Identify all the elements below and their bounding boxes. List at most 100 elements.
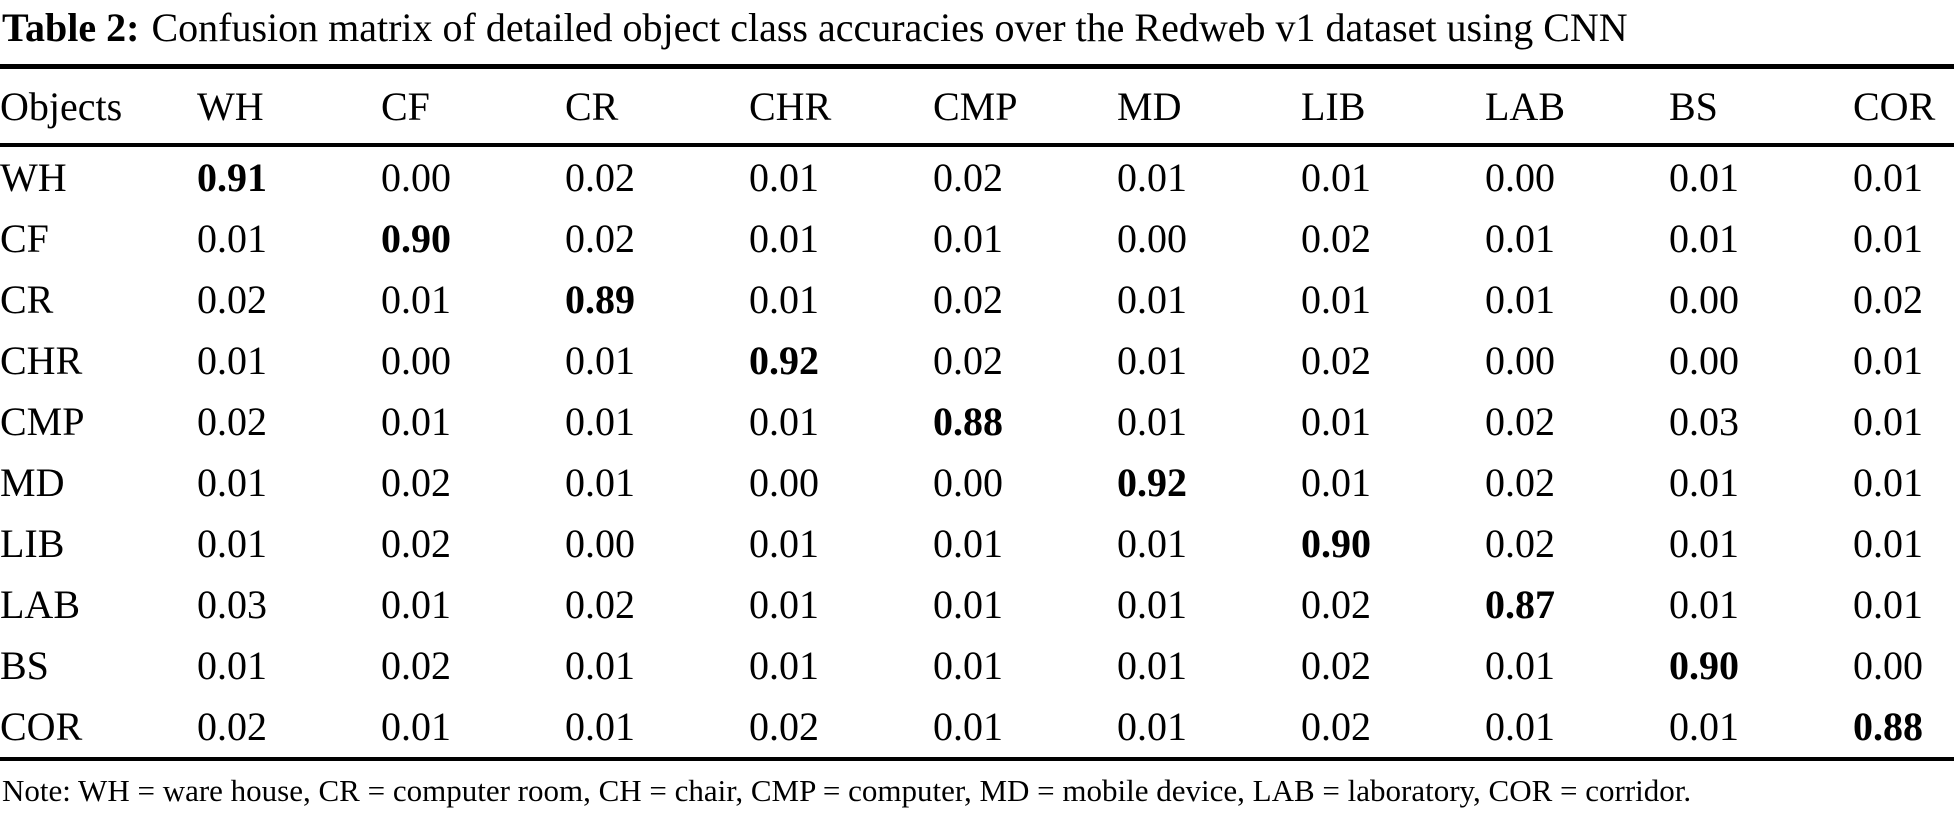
matrix-cell: 0.02: [197, 704, 267, 749]
matrix-cell: 0.01: [1301, 155, 1371, 200]
table-caption: Table 2: Confusion matrix of detailed obj…: [0, 0, 1954, 64]
matrix-cell: 0.01: [565, 338, 635, 383]
matrix-cell: 0.01: [1117, 338, 1187, 383]
matrix-cell: 0.01: [381, 399, 451, 444]
matrix-cell: 0.00: [749, 460, 819, 505]
matrix-cell: 0.01: [1853, 338, 1923, 383]
table-caption-label: Table 2:: [2, 5, 140, 50]
matrix-cell-diagonal: 0.90: [1301, 521, 1371, 566]
matrix-cell: 0.01: [1669, 216, 1739, 261]
matrix-cell: 0.02: [565, 216, 635, 261]
matrix-cell: 0.02: [1485, 521, 1555, 566]
matrix-cell: 0.01: [1853, 521, 1923, 566]
col-header: CF: [381, 83, 430, 129]
matrix-cell-diagonal: 0.92: [1117, 460, 1187, 505]
table-row: CR 0.02 0.01 0.89 0.01 0.02 0.01 0.01 0.01 0.00 0.…: [0, 269, 1954, 330]
matrix-cell: 0.01: [749, 399, 819, 444]
matrix-cell: 0.00: [1117, 216, 1187, 261]
matrix-cell: 0.01: [1117, 399, 1187, 444]
matrix-cell: 0.01: [1853, 582, 1923, 627]
matrix-cell: 0.02: [197, 277, 267, 322]
matrix-cell: 0.00: [1669, 338, 1739, 383]
matrix-cell: 0.02: [1301, 643, 1371, 688]
matrix-cell: 0.01: [1669, 582, 1739, 627]
table-row: CMP 0.02 0.01 0.01 0.01 0.88 0.01 0.01 0.02 0.03 0…: [0, 391, 1954, 452]
table-row: BS 0.01 0.02 0.01 0.01 0.01 0.01 0.02 0.01 0.90 0.…: [0, 635, 1954, 696]
matrix-cell: 0.01: [1301, 460, 1371, 505]
matrix-cell: 0.01: [197, 216, 267, 261]
matrix-cell: 0.01: [1117, 277, 1187, 322]
matrix-cell: 0.00: [381, 338, 451, 383]
matrix-cell: 0.01: [933, 704, 1003, 749]
table-row: LIB 0.01 0.02 0.00 0.01 0.01 0.01 0.90 0.02 0.01 0…: [0, 513, 1954, 574]
matrix-cell: 0.01: [197, 460, 267, 505]
matrix-cell: 0.01: [381, 582, 451, 627]
matrix-cell: 0.01: [1117, 155, 1187, 200]
matrix-cell: 0.01: [1117, 582, 1187, 627]
col-header: CMP: [933, 83, 1018, 129]
matrix-cell: 0.01: [1669, 704, 1739, 749]
confusion-matrix-table: Objects WH CF CR CHR CMP MD LIB LAB BS COR WH 0.91 0…: [0, 64, 1954, 761]
table-row: WH 0.91 0.00 0.02 0.01 0.02 0.01 0.01 0.00 0.01 0.…: [0, 145, 1954, 208]
row-label: CR: [0, 277, 54, 322]
matrix-cell: 0.02: [1853, 277, 1923, 322]
matrix-cell: 0.01: [749, 277, 819, 322]
matrix-cell: 0.02: [933, 155, 1003, 200]
matrix-cell: 0.02: [749, 704, 819, 749]
row-label: LAB: [0, 582, 80, 627]
matrix-cell: 0.00: [381, 155, 451, 200]
matrix-cell: 0.01: [565, 460, 635, 505]
matrix-cell: 0.01: [1669, 521, 1739, 566]
matrix-cell: 0.01: [933, 216, 1003, 261]
matrix-cell-diagonal: 0.88: [933, 399, 1003, 444]
matrix-cell-diagonal: 0.90: [381, 216, 451, 261]
header-row: Objects WH CF CR CHR CMP MD LIB LAB BS COR: [0, 66, 1954, 145]
table-note: Note: WH = ware house, CR = computer roo…: [2, 773, 1692, 808]
col-header: COR: [1853, 83, 1936, 129]
row-label: CF: [0, 216, 49, 261]
row-label: CMP: [0, 399, 85, 444]
matrix-cell: 0.01: [1485, 704, 1555, 749]
row-label: WH: [0, 155, 67, 200]
matrix-body: WH 0.91 0.00 0.02 0.01 0.02 0.01 0.01 0.00 0.01 0.…: [0, 145, 1954, 759]
col-header: LIB: [1301, 83, 1366, 129]
matrix-cell: 0.00: [933, 460, 1003, 505]
matrix-cell: 0.01: [1485, 277, 1555, 322]
matrix-cell-diagonal: 0.87: [1485, 582, 1555, 627]
matrix-cell: 0.01: [1853, 460, 1923, 505]
matrix-cell-diagonal: 0.88: [1853, 704, 1923, 749]
table-row: COR 0.02 0.01 0.01 0.02 0.01 0.01 0.02 0.01 0.01 0…: [0, 696, 1954, 759]
matrix-cell: 0.02: [933, 338, 1003, 383]
matrix-cell: 0.02: [933, 277, 1003, 322]
matrix-cell: 0.01: [749, 155, 819, 200]
matrix-cell: 0.01: [749, 643, 819, 688]
matrix-cell: 0.00: [1485, 155, 1555, 200]
matrix-cell: 0.02: [1485, 399, 1555, 444]
matrix-cell: 0.01: [1669, 155, 1739, 200]
matrix-cell: 0.01: [1853, 216, 1923, 261]
matrix-cell: 0.01: [1485, 216, 1555, 261]
matrix-cell: 0.01: [1853, 155, 1923, 200]
table-caption-text: Confusion matrix of detailed object clas…: [151, 5, 1628, 50]
col-header: LAB: [1485, 83, 1565, 129]
row-label: CHR: [0, 338, 83, 383]
matrix-cell: 0.02: [1301, 216, 1371, 261]
matrix-cell: 0.01: [1485, 643, 1555, 688]
matrix-cell: 0.01: [749, 216, 819, 261]
matrix-cell: 0.02: [565, 582, 635, 627]
col-header: CR: [565, 83, 619, 129]
matrix-cell: 0.01: [933, 643, 1003, 688]
row-label: BS: [0, 643, 49, 688]
matrix-cell: 0.01: [1669, 460, 1739, 505]
matrix-cell: 0.01: [933, 582, 1003, 627]
row-label: MD: [0, 460, 65, 505]
matrix-cell-diagonal: 0.90: [1669, 643, 1739, 688]
matrix-cell: 0.01: [381, 704, 451, 749]
matrix-cell: 0.00: [1853, 643, 1923, 688]
matrix-cell: 0.02: [1301, 582, 1371, 627]
matrix-cell-diagonal: 0.91: [197, 155, 267, 200]
matrix-cell: 0.03: [197, 582, 267, 627]
matrix-cell: 0.01: [1853, 399, 1923, 444]
col-header: CHR: [749, 83, 832, 129]
